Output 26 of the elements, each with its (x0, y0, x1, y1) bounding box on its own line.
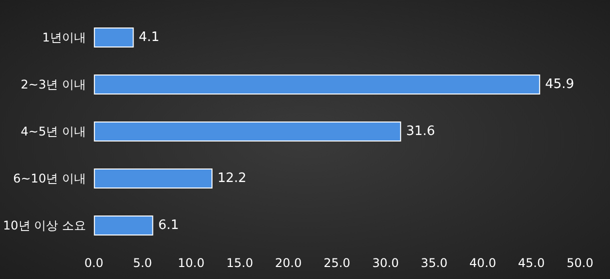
x-tick-label: 45.0 (518, 256, 545, 270)
x-tick-label: 35.0 (420, 256, 448, 270)
x-tick-label: 5.0 (132, 256, 152, 270)
x-tick-label: 50.0 (566, 256, 594, 270)
y-tick-label: 4~5년 이내 (20, 124, 86, 138)
bar (94, 168, 213, 188)
x-tick-label: 40.0 (469, 256, 496, 270)
x-tick-label: 25.0 (324, 256, 350, 270)
y-tick-label: 2~3년 이내 (20, 78, 86, 92)
x-tick-label: 15.0 (226, 256, 254, 270)
bar (94, 74, 540, 94)
x-tick-label: 20.0 (274, 256, 302, 270)
bar (94, 122, 402, 142)
data-label: 6.1 (158, 218, 179, 233)
y-tick-label: 1년이내 (42, 30, 86, 44)
x-tick-label: 10.0 (178, 256, 204, 270)
x-tick-label: 30.0 (372, 256, 399, 270)
x-tick-label: 0.0 (84, 256, 104, 270)
data-label: 4.1 (138, 30, 160, 45)
bar (94, 216, 154, 236)
y-tick-label: 6~10년 이내 (13, 172, 86, 186)
data-label: 45.9 (545, 77, 574, 92)
bar (94, 28, 134, 48)
y-tick-label: 10년 이상 소요 (2, 218, 86, 232)
data-label: 12.2 (218, 171, 246, 186)
data-label: 31.6 (406, 124, 436, 139)
